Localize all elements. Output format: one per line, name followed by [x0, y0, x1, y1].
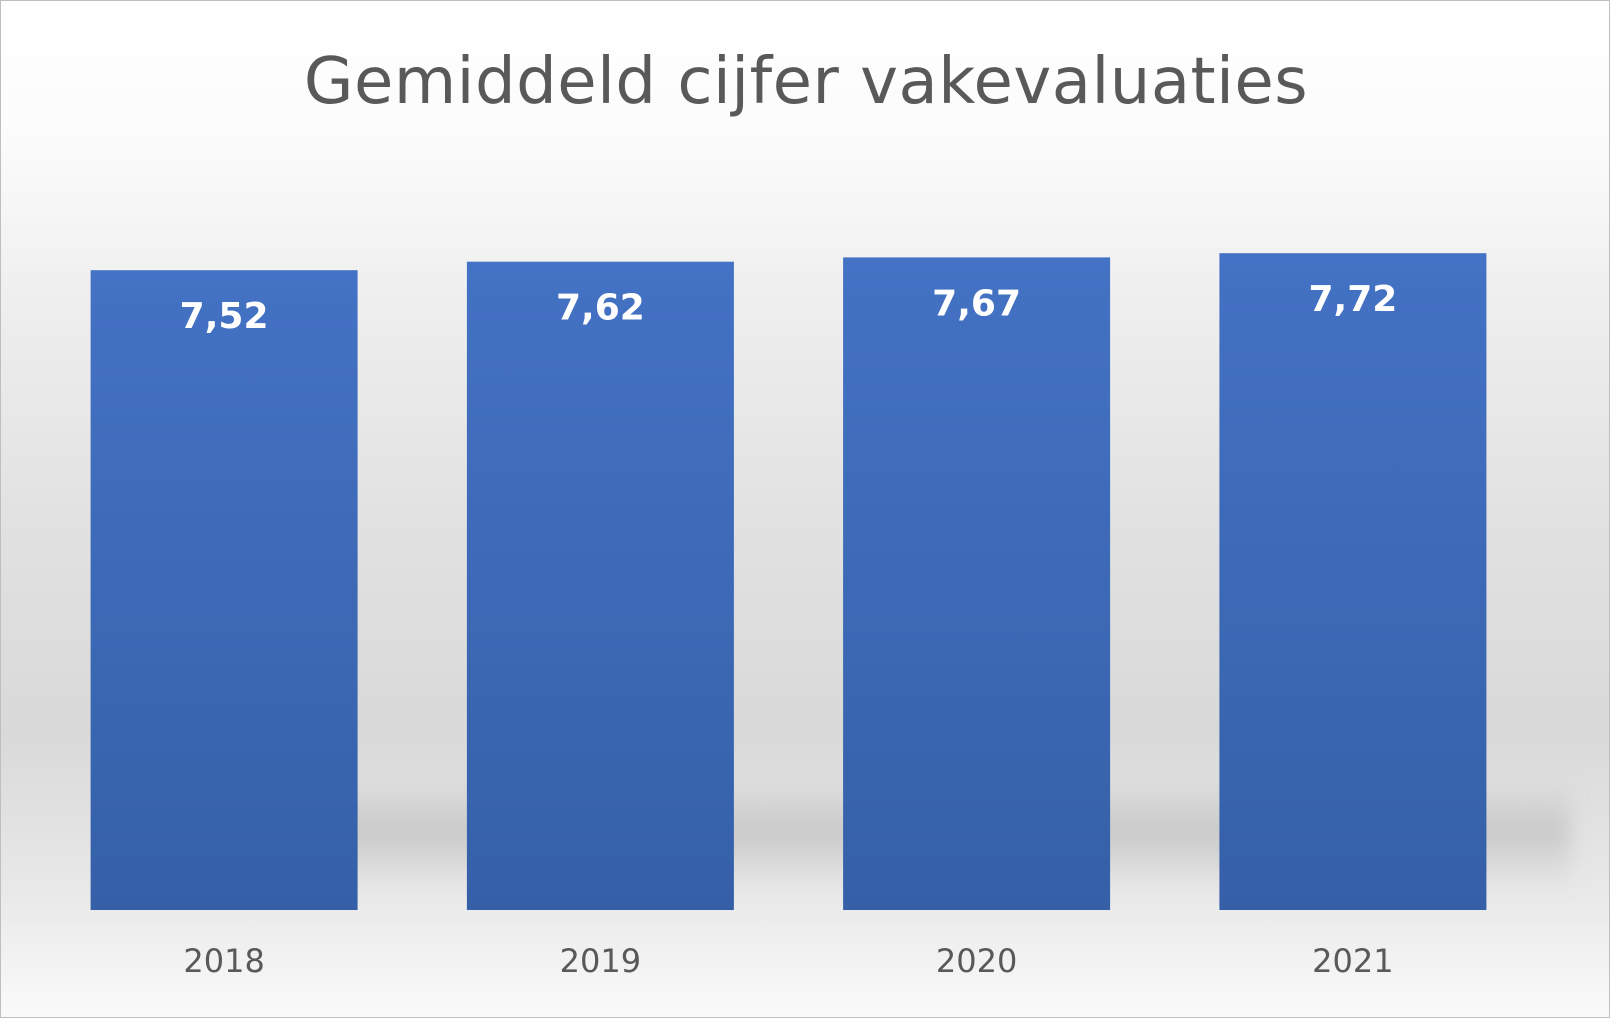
x-tick-label-2021: 2021 — [1312, 942, 1393, 980]
x-tick-label-2020: 2020 — [936, 942, 1017, 980]
x-tick-label-2019: 2019 — [560, 942, 641, 980]
data-label-2020: 7,67 — [932, 283, 1021, 324]
x-tick-label-2018: 2018 — [183, 942, 264, 980]
bar-2021 — [1219, 253, 1487, 910]
data-label-2021: 7,72 — [1308, 279, 1397, 320]
data-label-2019: 7,62 — [556, 288, 645, 329]
bar-2019 — [466, 261, 734, 910]
bar-2020 — [843, 257, 1111, 910]
chart-title: Gemiddeld cijfer vakevaluaties — [303, 45, 1309, 119]
bar-2018 — [90, 270, 358, 910]
data-label-2018: 7,52 — [180, 296, 269, 337]
